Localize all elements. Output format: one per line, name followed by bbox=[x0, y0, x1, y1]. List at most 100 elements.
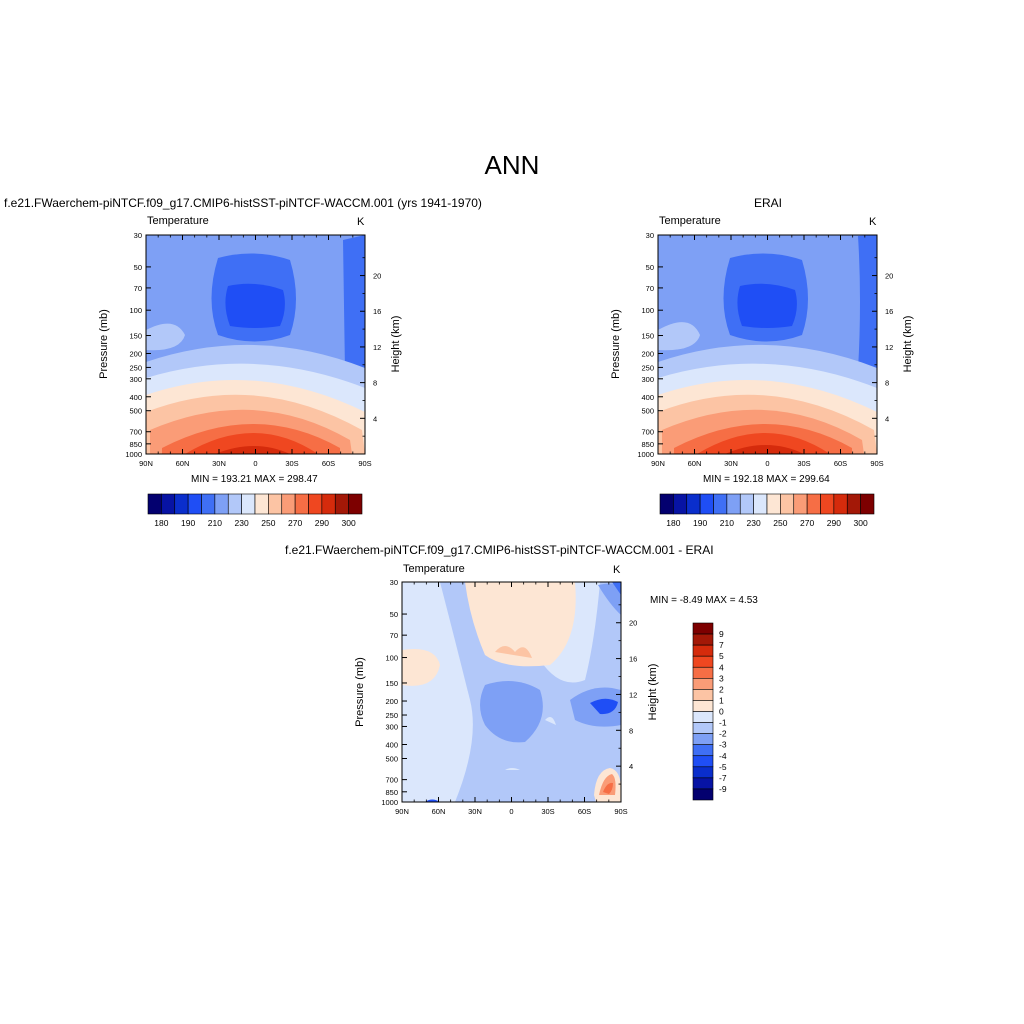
colorbar-layer: 180 190 210 230 250 270 290 300 180 190 210 230 250 2… bbox=[147, 493, 875, 801]
diff-ylabel-left: Pressure (mb) bbox=[354, 657, 366, 727]
x-tick-label: 30N bbox=[724, 459, 738, 468]
colorbar-swatch bbox=[334, 493, 349, 515]
colorbar-label: -3 bbox=[719, 740, 727, 750]
colorbar-label: 9 bbox=[719, 629, 724, 639]
colorbar-swatch bbox=[780, 493, 795, 515]
y-tick-label: 1000 bbox=[125, 450, 142, 459]
obs-panel-title: ERAI bbox=[754, 196, 783, 210]
page-title: ANN bbox=[484, 150, 540, 180]
colorbar-swatch bbox=[294, 493, 309, 515]
colorbar-swatch bbox=[227, 493, 242, 515]
colorbar-label: 2 bbox=[719, 684, 724, 694]
colorbar-label: 190 bbox=[181, 518, 195, 528]
y-tick-label: 850 bbox=[385, 788, 398, 797]
y-tick-label: 30 bbox=[646, 231, 654, 240]
obs-colorbar: 180 190 210 230 250 270 290 300 bbox=[659, 493, 875, 528]
colorbar-swatch bbox=[692, 777, 714, 790]
model-minmax: MIN = 193.21 MAX = 298.47 bbox=[191, 474, 318, 485]
colorbar-swatch bbox=[308, 493, 323, 515]
x-tick-label: 0 bbox=[253, 459, 257, 468]
colorbar-label: 210 bbox=[208, 518, 222, 528]
colorbar-swatch bbox=[753, 493, 768, 515]
y-tick-label: 400 bbox=[385, 741, 398, 750]
colorbar-swatch bbox=[321, 493, 336, 515]
colorbar-swatch bbox=[699, 493, 714, 515]
colorbar-swatch bbox=[692, 744, 714, 757]
colorbar-swatch bbox=[692, 722, 714, 734]
x-tick-label: 90N bbox=[651, 459, 665, 468]
colorbar-swatch bbox=[739, 493, 754, 515]
height-tick-label: 12 bbox=[885, 343, 893, 352]
y-tick-label: 500 bbox=[641, 407, 654, 416]
colorbar-swatch bbox=[692, 711, 714, 723]
y-tick-label: 50 bbox=[134, 263, 142, 272]
x-tick-label: 0 bbox=[765, 459, 769, 468]
x-tick-label: 60S bbox=[578, 807, 591, 816]
colorbar-label: 230 bbox=[747, 518, 761, 528]
x-tick-label: 90S bbox=[870, 459, 883, 468]
model-ylabel-right: Height (km) bbox=[390, 315, 402, 373]
height-tick-label: 8 bbox=[373, 379, 377, 388]
y-tick-label: 1000 bbox=[381, 798, 398, 807]
colorbar-label: -7 bbox=[719, 773, 727, 783]
x-tick-label: 0 bbox=[509, 807, 513, 816]
colorbar-label: 270 bbox=[800, 518, 814, 528]
colorbar-swatch bbox=[686, 493, 701, 515]
y-tick-label: 1000 bbox=[637, 450, 654, 459]
colorbar-swatch bbox=[187, 493, 202, 515]
diff-panel-title: f.e21.FWaerchem-piNTCF.f09_g17.CMIP6-his… bbox=[285, 543, 714, 557]
x-tick-label: 60N bbox=[176, 459, 190, 468]
colorbar-swatch bbox=[659, 493, 674, 515]
colorbar-swatch bbox=[692, 788, 714, 801]
diff-units-label: K bbox=[613, 564, 621, 576]
colorbar-swatch bbox=[673, 493, 688, 515]
y-tick-label: 700 bbox=[385, 776, 398, 785]
obs-contour-plot bbox=[658, 235, 877, 454]
colorbar-swatch bbox=[820, 493, 835, 515]
colorbar-swatch bbox=[214, 493, 229, 515]
y-tick-label: 500 bbox=[385, 755, 398, 764]
colorbar-swatch bbox=[281, 493, 296, 515]
colorbar-label: 290 bbox=[315, 518, 329, 528]
colorbar-swatch bbox=[692, 633, 714, 646]
y-tick-label: 850 bbox=[129, 440, 142, 449]
colorbar-swatch bbox=[846, 493, 861, 515]
colorbar-swatch bbox=[174, 493, 189, 515]
height-tick-label: 20 bbox=[885, 272, 893, 281]
y-tick-label: 850 bbox=[641, 440, 654, 449]
y-tick-label: 70 bbox=[134, 284, 142, 293]
colorbar-swatch bbox=[201, 493, 216, 515]
y-tick-label: 700 bbox=[129, 428, 142, 437]
height-tick-label: 4 bbox=[885, 414, 889, 423]
colorbar-swatch bbox=[692, 655, 714, 668]
height-tick-label: 16 bbox=[373, 307, 381, 316]
model-axes: 90N 60N 30N 0 30S 60S 90S 30 50 70 100 150 200 250 300… bbox=[125, 231, 381, 468]
diff-axes: 90N 60N 30N 0 30S 60S 90S 30 50 70 100 150 200 250 300… bbox=[381, 578, 637, 816]
colorbar-label: 290 bbox=[827, 518, 841, 528]
height-tick-label: 16 bbox=[629, 655, 637, 664]
colorbar-swatch bbox=[793, 493, 808, 515]
axes-layer: 90N 60N 30N 0 30S 60S 90S305070100150200250300… bbox=[125, 231, 893, 816]
y-tick-label: 30 bbox=[134, 231, 142, 240]
y-tick-label: 250 bbox=[385, 711, 398, 720]
y-tick-label: 50 bbox=[646, 263, 654, 272]
colorbar-swatch bbox=[692, 689, 714, 701]
y-tick-label: 300 bbox=[385, 722, 398, 731]
height-tick-label: 20 bbox=[629, 619, 637, 628]
height-tick-label: 8 bbox=[885, 379, 889, 388]
colorbar-swatch bbox=[726, 493, 741, 515]
y-tick-label: 400 bbox=[129, 393, 142, 402]
colorbar-swatch bbox=[806, 493, 821, 515]
obs-minmax: MIN = 192.18 MAX = 299.64 bbox=[703, 474, 830, 485]
x-tick-label: 90S bbox=[614, 807, 627, 816]
x-tick-label: 30S bbox=[797, 459, 810, 468]
x-tick-label: 30N bbox=[468, 807, 482, 816]
height-tick-label: 8 bbox=[629, 726, 633, 735]
y-tick-label: 200 bbox=[385, 697, 398, 706]
colorbar-swatch bbox=[766, 493, 781, 515]
height-tick-label: 12 bbox=[629, 690, 637, 699]
height-tick-label: 12 bbox=[373, 343, 381, 352]
y-tick-label: 250 bbox=[641, 363, 654, 372]
colorbar-swatch bbox=[833, 493, 848, 515]
colorbar-swatch bbox=[268, 493, 283, 515]
